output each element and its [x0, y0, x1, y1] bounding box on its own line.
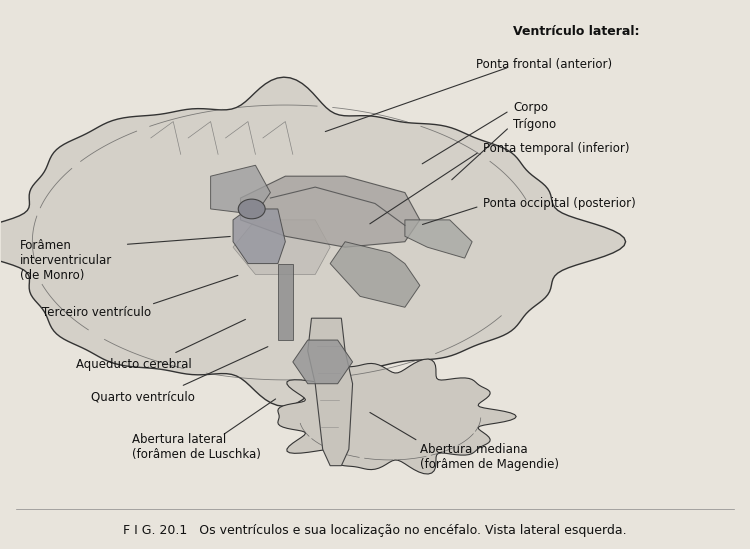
Polygon shape	[211, 165, 271, 215]
Text: Ventrículo lateral:: Ventrículo lateral:	[513, 25, 640, 38]
Polygon shape	[330, 242, 420, 307]
Text: Abertura mediana
(forâmen de Magendie): Abertura mediana (forâmen de Magendie)	[420, 444, 559, 472]
Polygon shape	[241, 176, 420, 247]
Text: F I G. 20.1   Os ventrículos e sua localização no encéfalo. Vista lateral esquer: F I G. 20.1 Os ventrículos e sua localiz…	[123, 524, 627, 537]
Polygon shape	[0, 77, 626, 406]
Polygon shape	[292, 340, 352, 384]
Text: Corpo: Corpo	[513, 102, 548, 114]
Text: Ponta temporal (inferior): Ponta temporal (inferior)	[483, 142, 630, 155]
Text: Trígono: Trígono	[513, 118, 556, 131]
Polygon shape	[233, 220, 330, 274]
Polygon shape	[278, 359, 516, 474]
Text: Ponta occipital (posterior): Ponta occipital (posterior)	[483, 197, 636, 210]
Text: Quarto ventrículo: Quarto ventrículo	[91, 391, 195, 404]
Text: Aqueducto cerebral: Aqueducto cerebral	[76, 358, 192, 371]
Polygon shape	[405, 220, 472, 258]
Text: Ponta frontal (anterior): Ponta frontal (anterior)	[476, 58, 612, 71]
Polygon shape	[233, 209, 285, 264]
Polygon shape	[278, 264, 292, 340]
Text: Terceiro ventrículo: Terceiro ventrículo	[43, 306, 152, 319]
Text: Abertura lateral
(forâmen de Luschka): Abertura lateral (forâmen de Luschka)	[132, 433, 261, 461]
Circle shape	[238, 199, 266, 219]
Polygon shape	[308, 318, 352, 466]
Text: Forâmen
interventricular
(de Monro): Forâmen interventricular (de Monro)	[20, 239, 112, 282]
